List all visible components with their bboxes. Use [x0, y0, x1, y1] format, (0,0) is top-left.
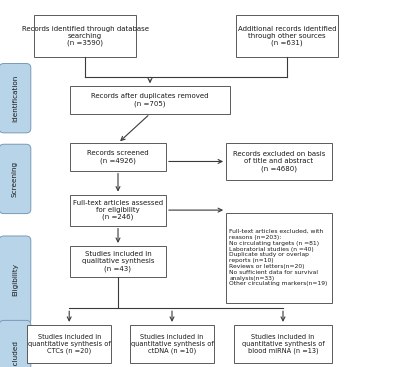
FancyBboxPatch shape: [0, 320, 31, 367]
Text: Studies included in
quantitative synthesis of
blood miRNA (n =13): Studies included in quantitative synthes…: [242, 334, 324, 354]
FancyBboxPatch shape: [70, 86, 230, 114]
Text: Records screened
(n =4926): Records screened (n =4926): [87, 150, 149, 164]
FancyBboxPatch shape: [70, 195, 166, 226]
FancyBboxPatch shape: [27, 325, 111, 363]
Text: Studies included in
quantitative synthesis of
ctDNA (n =10): Studies included in quantitative synthes…: [131, 334, 213, 354]
FancyBboxPatch shape: [236, 15, 338, 57]
Text: Screening: Screening: [12, 161, 18, 197]
FancyBboxPatch shape: [226, 143, 332, 180]
FancyBboxPatch shape: [70, 143, 166, 171]
Text: Full-text articles assessed
for eligibility
(n =246): Full-text articles assessed for eligibil…: [73, 200, 163, 220]
FancyBboxPatch shape: [130, 325, 214, 363]
Text: Studies included in
qualitative synthesis
(n =43): Studies included in qualitative synthesi…: [82, 251, 154, 272]
Text: Records after duplicates removed
(n =705): Records after duplicates removed (n =705…: [91, 93, 209, 107]
FancyBboxPatch shape: [0, 144, 31, 214]
FancyBboxPatch shape: [34, 15, 136, 57]
FancyBboxPatch shape: [0, 236, 31, 324]
FancyBboxPatch shape: [234, 325, 332, 363]
Text: Studies included in
quantitative synthesis of
CTCs (n =20): Studies included in quantitative synthes…: [28, 334, 110, 354]
Text: Records identified through database
searching
(n =3590): Records identified through database sear…: [22, 26, 148, 46]
Text: Identification: Identification: [12, 75, 18, 122]
Text: Eligibility: Eligibility: [12, 264, 18, 296]
FancyBboxPatch shape: [70, 246, 166, 277]
FancyBboxPatch shape: [0, 63, 31, 133]
Text: Full-text articles excluded, with
reasons (n=203):
No circulating targets (n =81: Full-text articles excluded, with reason…: [229, 229, 328, 286]
Text: Additional records identified
through other sources
(n =631): Additional records identified through ot…: [238, 26, 336, 46]
Text: Records excluded on basis
of title and abstract
(n =4680): Records excluded on basis of title and a…: [233, 151, 325, 172]
FancyBboxPatch shape: [226, 213, 332, 303]
Text: Included: Included: [12, 339, 18, 367]
